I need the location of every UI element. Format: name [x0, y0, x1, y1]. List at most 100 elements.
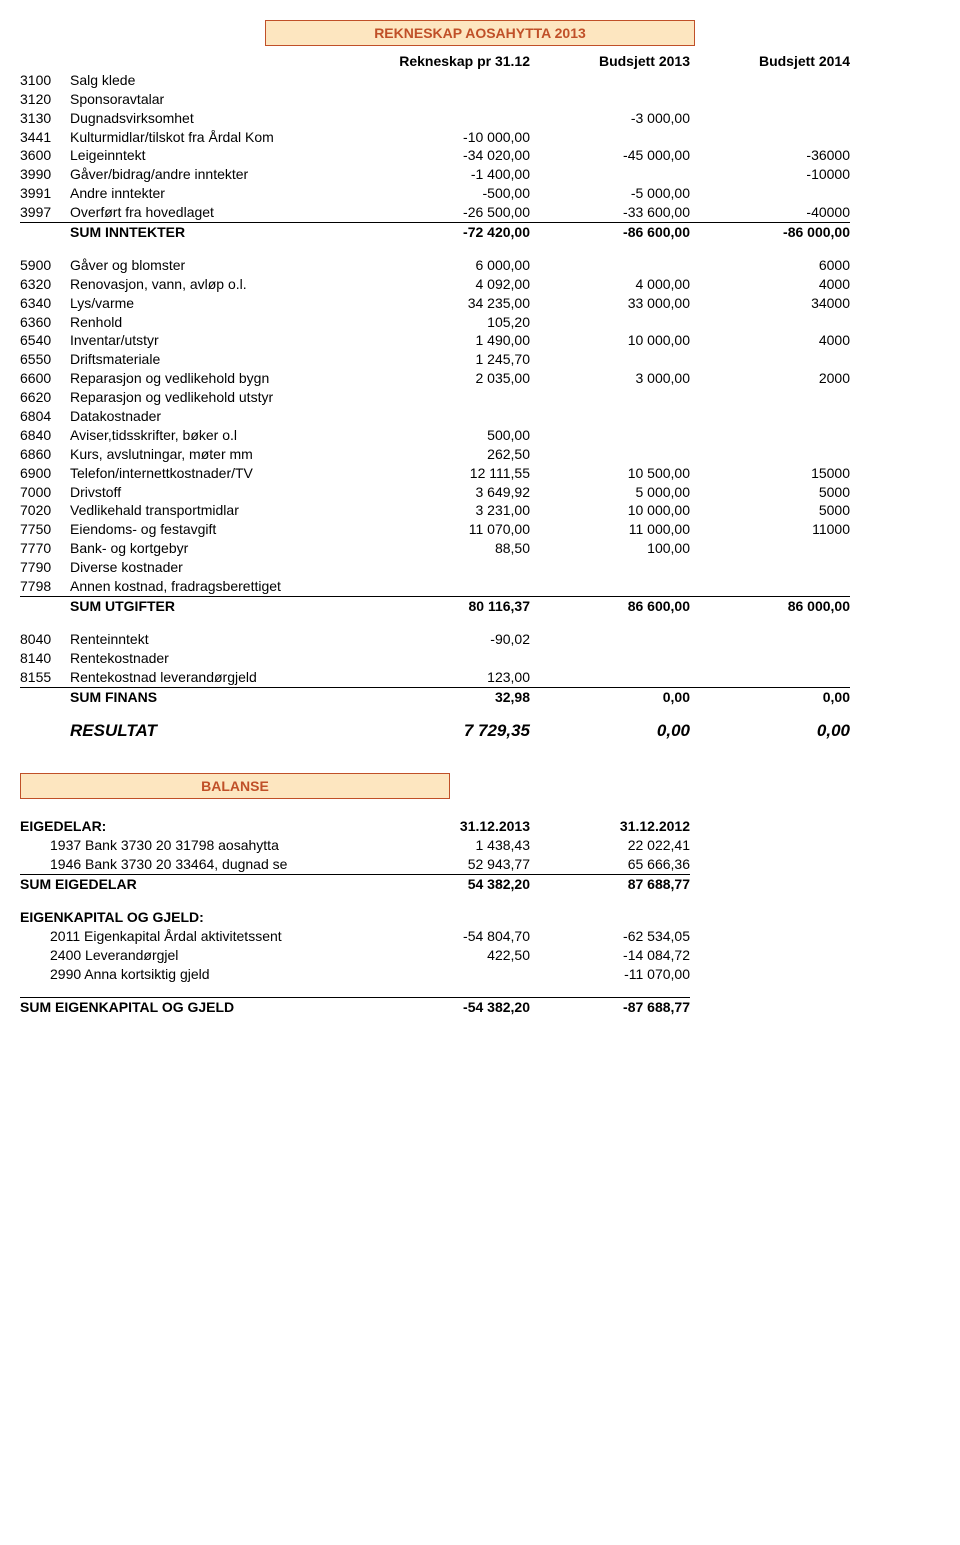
row-desc: 1937 Bank 3730 20 31798 aosahytta: [50, 836, 370, 855]
eigedelar-header: EIGEDELAR: 31.12.2013 31.12.2012: [20, 817, 940, 836]
row-v3: [690, 350, 850, 369]
row-v1: 4 092,00: [370, 275, 530, 294]
row-code: 6600: [20, 369, 70, 388]
row-v3: [690, 90, 850, 109]
row-v1: [370, 558, 530, 577]
row-v3: 4000: [690, 331, 850, 350]
table-row: 7020Vedlikehald transportmidlar3 231,001…: [20, 501, 940, 520]
row-code: 6340: [20, 294, 70, 313]
balanse-title-box: BALANSE: [20, 773, 450, 799]
table-row: 7798Annen kostnad, fradragsberettiget: [20, 577, 940, 596]
row-v2: 10 500,00: [530, 464, 690, 483]
row-code: 6320: [20, 275, 70, 294]
row-desc: Andre inntekter: [70, 184, 370, 203]
row-desc: Renhold: [70, 313, 370, 332]
row-desc: Inventar/utstyr: [70, 331, 370, 350]
row-v2: [530, 350, 690, 369]
row-v3: 34000: [690, 294, 850, 313]
row-desc: Aviser,tidsskrifter, bøker o.l: [70, 426, 370, 445]
row-v1: 1 438,43: [370, 836, 530, 855]
row-desc: Dugnadsvirksomhet: [70, 109, 370, 128]
row-desc: Kulturmidlar/tilskot fra Årdal Kom: [70, 128, 370, 147]
row-v3: [690, 577, 850, 596]
row-code: 6360: [20, 313, 70, 332]
row-desc: Salg klede: [70, 71, 370, 90]
row-v2: -62 534,05: [530, 927, 690, 946]
row-v1: 123,00: [370, 668, 530, 687]
row-v1: -10 000,00: [370, 128, 530, 147]
table-row: 6360Renhold105,20: [20, 313, 940, 332]
sum-finans-label: SUM FINANS: [70, 688, 370, 707]
table-row: 8140Rentekostnader: [20, 649, 940, 668]
row-v2: [530, 313, 690, 332]
table-row: 6540Inventar/utstyr1 490,0010 000,004000: [20, 331, 940, 350]
row-v3: -36000: [690, 146, 850, 165]
table-row: 2400 Leverandørgjel422,50-14 084,72: [20, 946, 940, 965]
resultat-label: RESULTAT: [70, 720, 370, 743]
finans-section: 8040Renteinntekt-90,028140Rentekostnader…: [20, 630, 940, 687]
row-v1: -34 020,00: [370, 146, 530, 165]
row-code: 8040: [20, 630, 70, 649]
row-v2: 5 000,00: [530, 483, 690, 502]
row-v2: -33 600,00: [530, 203, 690, 222]
row-v1: 500,00: [370, 426, 530, 445]
row-code: 7790: [20, 558, 70, 577]
row-v1: 2 035,00: [370, 369, 530, 388]
resultat-v3: 0,00: [690, 720, 850, 743]
row-v3: [690, 426, 850, 445]
table-row: 3120Sponsoravtalar: [20, 90, 940, 109]
sum-utgifter-row: SUM UTGIFTER 80 116,37 86 600,00 86 000,…: [20, 597, 940, 616]
resultat-row: RESULTAT 7 729,35 0,00 0,00: [20, 720, 940, 743]
row-v1: 1 245,70: [370, 350, 530, 369]
row-v2: 4 000,00: [530, 275, 690, 294]
eigedelar-col1: 31.12.2013: [370, 817, 530, 836]
row-desc: 2400 Leverandørgjel: [50, 946, 370, 965]
row-v1: 88,50: [370, 539, 530, 558]
row-v2: [530, 407, 690, 426]
sum-inntekter-v3: -86 000,00: [690, 223, 850, 242]
row-desc: 2990 Anna kortsiktig gjeld: [50, 965, 370, 984]
title-box: REKNESKAP AOSAHYTTA 2013: [265, 20, 695, 46]
row-desc: Rentekostnader: [70, 649, 370, 668]
row-code: 3120: [20, 90, 70, 109]
row-v3: [690, 558, 850, 577]
table-row: 2011 Eigenkapital Årdal aktivitetssent-5…: [20, 927, 940, 946]
row-desc: Bank- og kortgebyr: [70, 539, 370, 558]
row-v3: 5000: [690, 501, 850, 520]
row-desc: Driftsmateriale: [70, 350, 370, 369]
sum-egk-label: SUM EIGENKAPITAL OG GJELD: [20, 998, 370, 1017]
row-v3: 6000: [690, 256, 850, 275]
row-v1: 34 235,00: [370, 294, 530, 313]
row-v3: -10000: [690, 165, 850, 184]
egk-section: 2011 Eigenkapital Årdal aktivitetssent-5…: [20, 927, 940, 984]
sum-utgifter-v3: 86 000,00: [690, 597, 850, 616]
row-v2: -11 070,00: [530, 965, 690, 984]
row-v1: -26 500,00: [370, 203, 530, 222]
row-v1: [370, 577, 530, 596]
row-desc: Gåver og blomster: [70, 256, 370, 275]
row-v3: [690, 71, 850, 90]
table-row: 6804Datakostnader: [20, 407, 940, 426]
table-row: 6600Reparasjon og vedlikehold bygn2 035,…: [20, 369, 940, 388]
table-row: 3991Andre inntekter-500,00-5 000,00: [20, 184, 940, 203]
income-section: 3100Salg klede3120Sponsoravtalar3130Dugn…: [20, 71, 940, 222]
row-v2: 22 022,41: [530, 836, 690, 855]
row-v1: 262,50: [370, 445, 530, 464]
col-header-3: Budsjett 2014: [690, 52, 850, 71]
row-v2: 11 000,00: [530, 520, 690, 539]
row-desc: Reparasjon og vedlikehold utstyr: [70, 388, 370, 407]
row-desc: Leigeinntekt: [70, 146, 370, 165]
row-desc: Gåver/bidrag/andre inntekter: [70, 165, 370, 184]
row-code: 3600: [20, 146, 70, 165]
table-row: 3130Dugnadsvirksomhet-3 000,00: [20, 109, 940, 128]
row-code: 8155: [20, 668, 70, 687]
table-row: 3990Gåver/bidrag/andre inntekter-1 400,0…: [20, 165, 940, 184]
table-row: 8040Renteinntekt-90,02: [20, 630, 940, 649]
table-row: 6840Aviser,tidsskrifter, bøker o.l500,00: [20, 426, 940, 445]
row-v3: [690, 445, 850, 464]
table-row: 5900Gåver og blomster6 000,006000: [20, 256, 940, 275]
row-v2: [530, 577, 690, 596]
row-v1: [370, 90, 530, 109]
col-header-2: Budsjett 2013: [530, 52, 690, 71]
table-row: 7790Diverse kostnader: [20, 558, 940, 577]
